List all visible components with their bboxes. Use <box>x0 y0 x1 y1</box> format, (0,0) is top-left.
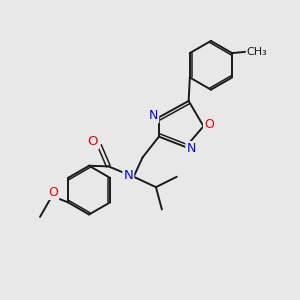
Text: N: N <box>123 169 133 182</box>
Text: CH₃: CH₃ <box>247 46 267 57</box>
Text: O: O <box>49 186 58 199</box>
Text: N: N <box>186 142 196 155</box>
Text: N: N <box>149 109 158 122</box>
Text: O: O <box>204 118 214 131</box>
Text: O: O <box>88 136 98 148</box>
